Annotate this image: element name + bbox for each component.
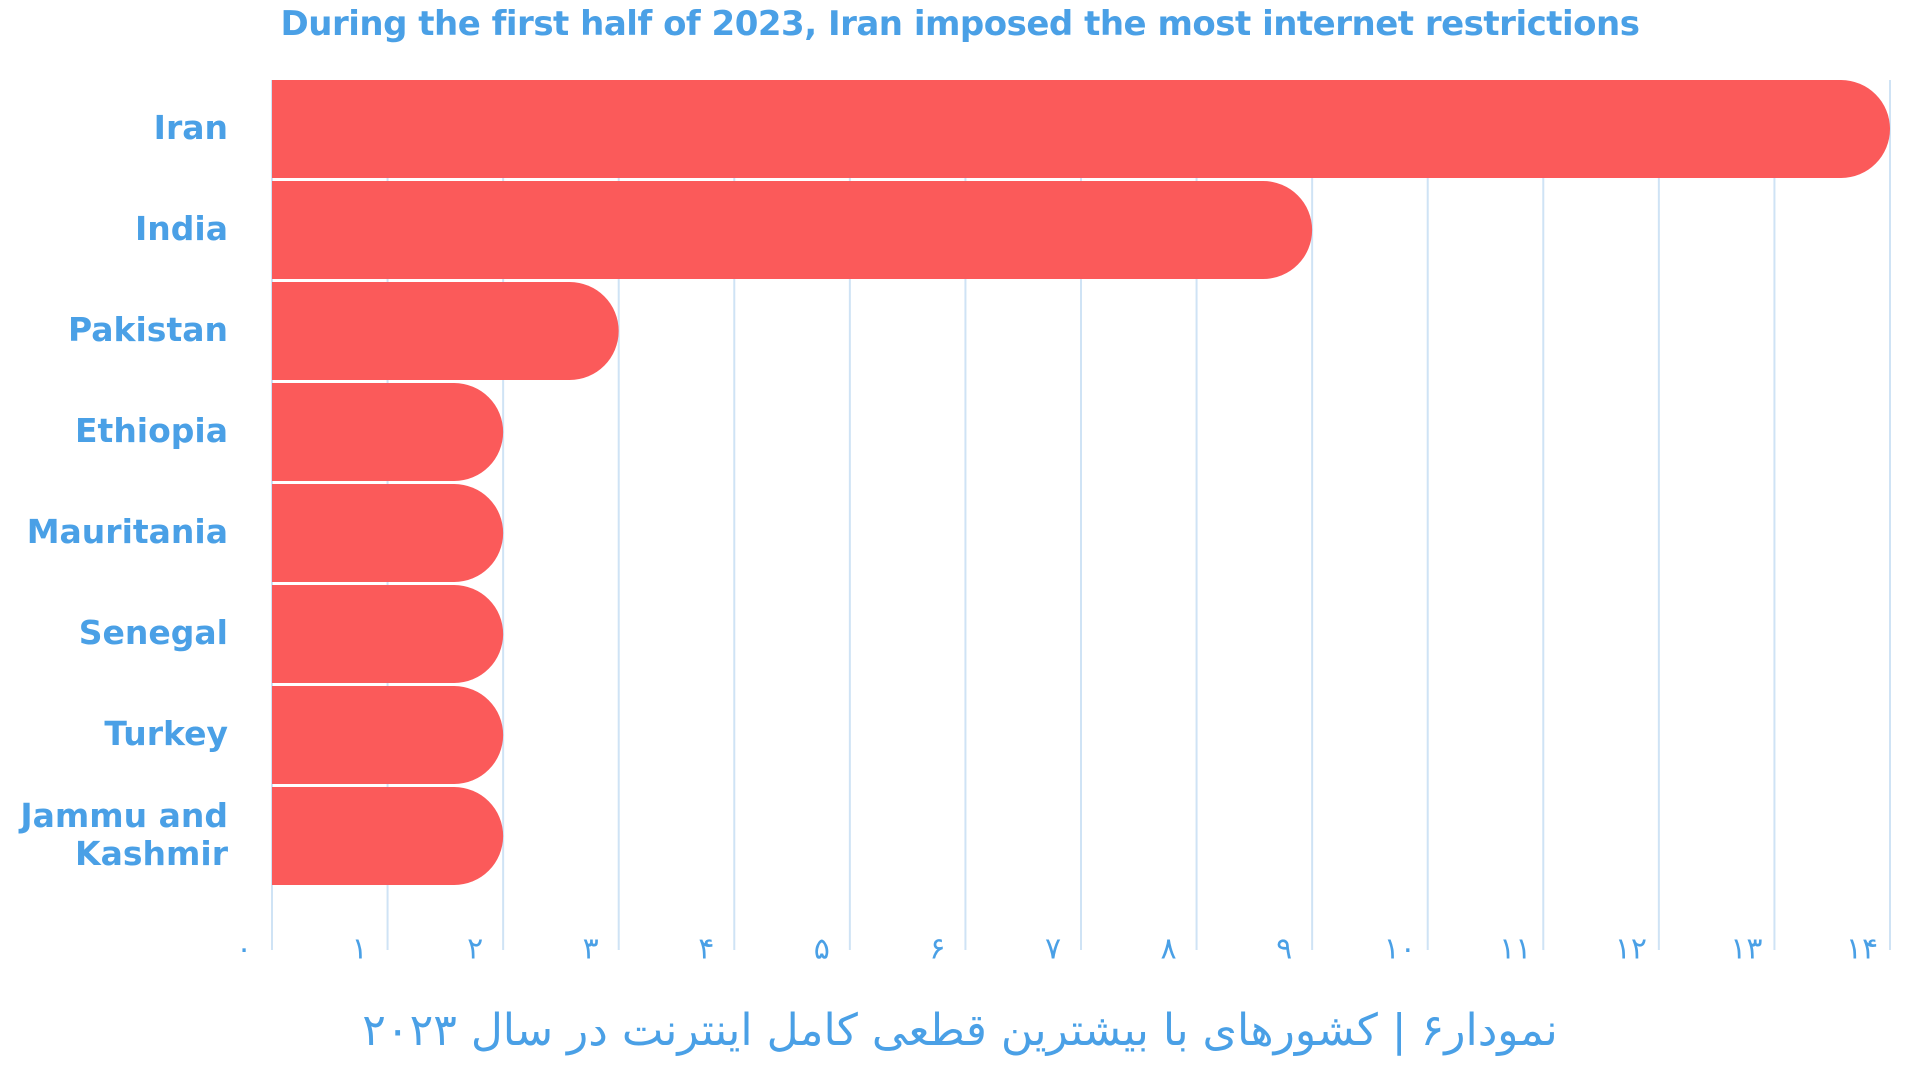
bar-6 [272, 686, 504, 784]
bar-3 [272, 383, 504, 481]
bar-7 [272, 787, 504, 885]
x-tick-label-13: ۱۳ [1730, 932, 1762, 967]
x-tick-label-7: ۷ [1045, 932, 1061, 967]
category-label-line: Mauritania [27, 512, 228, 551]
x-tick-label-4: ۴ [698, 932, 714, 967]
category-labels: Iran India Pakistan Ethiopia Mauritania Seneg… [18, 108, 228, 873]
category-label-line: Iran [154, 108, 228, 147]
category-label-line: India [135, 209, 228, 248]
bar-4 [272, 484, 504, 582]
category-label-line: Turkey [104, 714, 228, 753]
category-label-2: Pakistan [68, 310, 228, 349]
bar-1 [272, 181, 1313, 279]
category-label-5: Senegal [79, 613, 228, 652]
category-label-line: Jammu and [18, 796, 228, 835]
category-label-0: Iran [154, 108, 228, 147]
bar-0 [272, 80, 1890, 178]
category-label-7: Jammu and Kashmir [18, 796, 228, 873]
category-label-line: Pakistan [68, 310, 228, 349]
x-tick-labels: ۰ ۱ ۲ ۳ ۴ ۵ ۶ ۷ ۸ ۹ ۱۰ ۱۱ ۱۲ ۱۳ ۱۴ [236, 932, 1878, 967]
x-tick-label-9: ۹ [1276, 932, 1292, 967]
bar-5 [272, 585, 504, 683]
x-tick-label-10: ۱۰ [1384, 932, 1416, 967]
chart-subtitle: During the first half of 2023, Iran impo… [280, 4, 1640, 44]
x-tick-label-12: ۱۲ [1615, 932, 1647, 967]
x-tick-label-1: ۱ [352, 932, 368, 967]
category-label-6: Turkey [104, 714, 228, 753]
category-label-4: Mauritania [27, 512, 228, 551]
category-label-line: Kashmir [75, 834, 229, 873]
x-tick-label-5: ۵ [814, 932, 830, 967]
category-label-1: India [135, 209, 228, 248]
x-tick-label-8: ۸ [1161, 932, 1177, 967]
x-tick-label-6: ۶ [929, 932, 945, 967]
bar-2 [272, 282, 619, 380]
x-tick-label-0: ۰ [236, 932, 252, 967]
chart-caption: نمودار۶ | کشورهای با بیشترین قطعی کامل ا… [362, 1005, 1558, 1056]
x-tick-label-2: ۲ [467, 932, 483, 967]
category-label-line: Ethiopia [75, 411, 228, 450]
x-tick-label-11: ۱۱ [1499, 932, 1531, 967]
x-tick-label-14: ۱۴ [1846, 932, 1878, 967]
x-tick-label-3: ۳ [583, 932, 599, 967]
category-label-3: Ethiopia [75, 411, 228, 450]
category-label-line: Senegal [79, 613, 228, 652]
bars [272, 80, 1890, 885]
